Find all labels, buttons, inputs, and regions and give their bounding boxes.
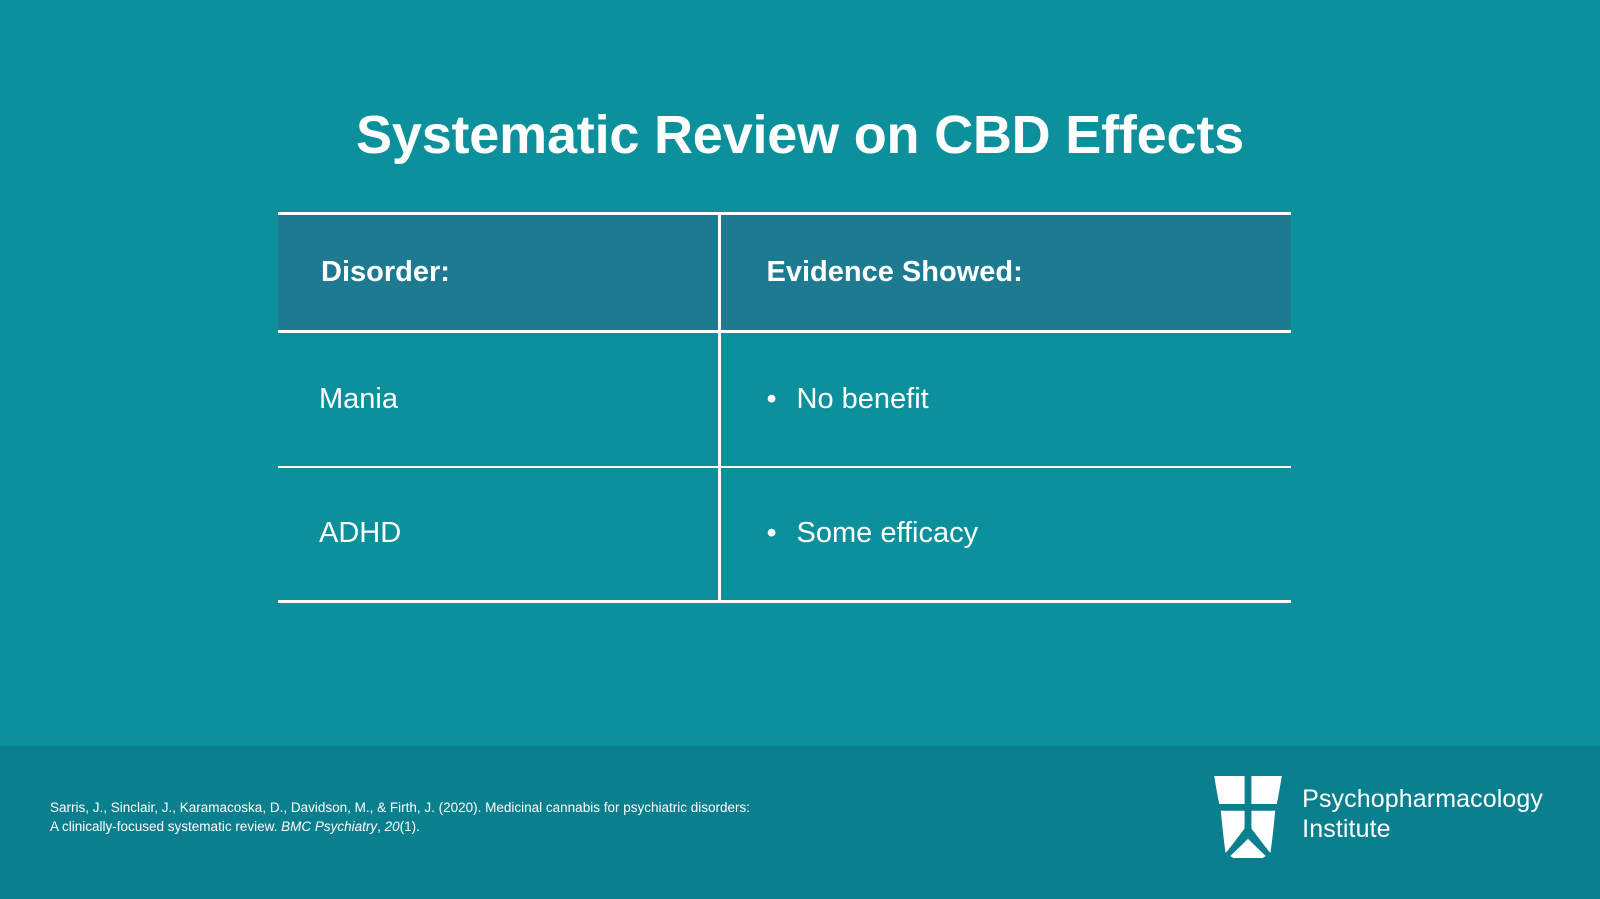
brand-name: Psychopharmacology Institute bbox=[1302, 784, 1543, 844]
brand-name-line-2: Institute bbox=[1302, 815, 1391, 843]
bullet-icon: • bbox=[766, 382, 777, 415]
bullet-label: No benefit bbox=[796, 382, 929, 415]
citation-line-2-prefix: A clinically-focused systematic review. bbox=[50, 818, 282, 834]
cell-evidence: • Some efficacy bbox=[717, 466, 1292, 603]
table-header: Disorder: Evidence Showed: bbox=[278, 212, 1291, 333]
brand-logo: Psychopharmacology Institute bbox=[1211, 770, 1543, 866]
table-row: ADHD • Some efficacy bbox=[278, 466, 1292, 603]
citation-journal-name: BMC Psychiatry bbox=[281, 818, 378, 834]
page-title: Systematic Review on CBD Effects bbox=[356, 105, 1244, 166]
citation-separator: , bbox=[377, 818, 385, 834]
footer-band: Sarris, J., Sinclair, J., Karamacoska, D… bbox=[0, 746, 1600, 899]
table-body: Mania • No benefit ADHD • Some efficacy bbox=[278, 331, 1292, 603]
citation-reference: Sarris, J., Sinclair, J., Karamacoska, D… bbox=[50, 799, 910, 836]
citation-issue: (1). bbox=[399, 818, 420, 834]
bullet-item: • Some efficacy bbox=[721, 517, 1292, 550]
bullet-icon: • bbox=[766, 517, 777, 550]
table-header-row: Disorder: Evidence Showed: bbox=[278, 212, 1291, 333]
column-header-disorder: Disorder: bbox=[278, 212, 719, 333]
cell-disorder: Mania bbox=[278, 331, 719, 468]
citation-volume: 20 bbox=[384, 818, 400, 834]
bullet-label: Some efficacy bbox=[796, 517, 979, 550]
brand-name-line-1: Psychopharmacology bbox=[1302, 785, 1543, 813]
citation-line-1: Sarris, J., Sinclair, J., Karamacoska, D… bbox=[50, 800, 750, 815]
cell-evidence: • No benefit bbox=[717, 331, 1292, 468]
table-row: Mania • No benefit bbox=[278, 331, 1292, 468]
column-header-evidence: Evidence Showed: bbox=[717, 212, 1291, 333]
bullet-item: • No benefit bbox=[721, 383, 1292, 416]
shield-icon bbox=[1211, 770, 1285, 866]
cell-disorder: ADHD bbox=[278, 466, 719, 603]
evidence-table: Disorder: Evidence Showed: Mania • No be… bbox=[278, 212, 1291, 603]
